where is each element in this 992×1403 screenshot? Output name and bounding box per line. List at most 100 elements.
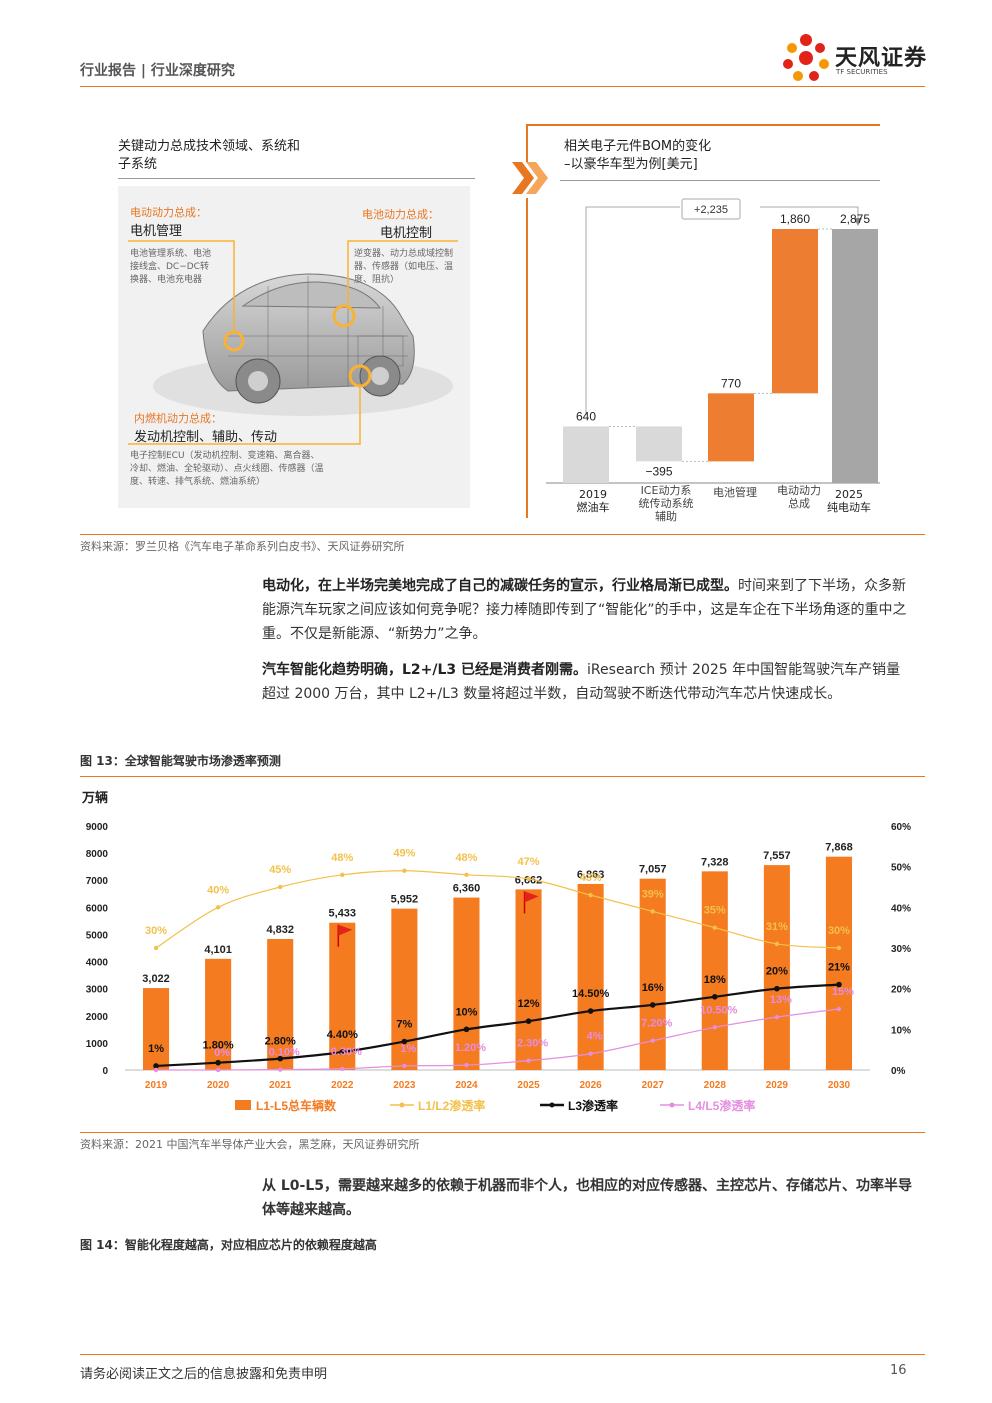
- line-point-0: [774, 941, 780, 947]
- bar-total-2026: [577, 883, 604, 1070]
- page-number: 16: [890, 1363, 907, 1378]
- line-point-2: [650, 1038, 655, 1043]
- line-value-label-1: 2.80%: [265, 1036, 296, 1048]
- x-tick-label: 2025: [517, 1080, 540, 1091]
- line-point-2: [402, 1063, 407, 1069]
- bar-value-label: 4,832: [266, 924, 294, 936]
- right-panel-divider: [560, 180, 880, 181]
- ev-powertrain-bold: 电机管理: [130, 224, 183, 239]
- legend-label-2: L4/L5渗透率: [688, 1098, 755, 1113]
- line-value-label-0: 31%: [766, 921, 788, 933]
- line-point-0: [650, 909, 655, 914]
- line-point-1: [401, 1038, 408, 1045]
- x-tick-label: 2024: [455, 1080, 478, 1091]
- legend-marker-0: [399, 1102, 405, 1108]
- x-tick-label: 2028: [704, 1080, 727, 1091]
- line-point-0: [215, 905, 221, 910]
- bom-bar-2: [708, 393, 754, 462]
- bom-bar-4: [832, 229, 878, 483]
- line-point-1: [711, 994, 718, 1000]
- brand-name: 天风证券: [835, 46, 928, 71]
- y2-tick-label: 40%: [891, 903, 911, 914]
- line-point-2: [278, 1067, 283, 1072]
- line-point-1: [649, 1002, 656, 1008]
- y-tick-label: 9000: [86, 822, 109, 833]
- car-wireframe-illustration: [128, 240, 458, 445]
- line-point-2: [712, 1025, 717, 1030]
- line-value-label-0: 47%: [518, 856, 540, 868]
- line-value-label-2: 0.10%: [269, 1047, 300, 1059]
- battery-powertrain-bold: 电机控制: [380, 226, 433, 241]
- y-unit-label: 万辆: [81, 790, 108, 805]
- line-value-label-0: 49%: [393, 848, 415, 860]
- bom-cat-ice-line3: 辅助: [655, 510, 677, 523]
- footer-divider: [80, 1354, 925, 1355]
- bar-value-label: 7,328: [701, 856, 729, 868]
- bar-value-label: 5,952: [391, 894, 419, 906]
- line-value-label-2: 10.50%: [700, 1004, 738, 1016]
- line-value-label-1: 1.80%: [203, 1040, 234, 1052]
- penetration-chart: 万辆 0 1000 2000 3000 4000 5000 6000 7000 8000 9000 0…: [81, 790, 911, 1113]
- ev-desc-line3: 换器、电池充电器: [130, 275, 203, 285]
- left-panel-divider: [118, 178, 475, 179]
- y2-tick-label: 30%: [891, 944, 911, 955]
- bom-cat-ice-line1: ICE动力系: [640, 484, 692, 497]
- brand-logo-icon: [783, 34, 829, 81]
- bar-total-2028: [701, 871, 728, 1070]
- line-value-label-1: 18%: [704, 974, 726, 986]
- line-point-0: [464, 872, 469, 877]
- x-tick-label: 2021: [269, 1080, 292, 1091]
- line-point-0: [526, 876, 531, 882]
- bar-value-label: 7,057: [639, 864, 667, 876]
- battery-desc-line1: 逆变器、动力总成域控制: [354, 249, 454, 259]
- line-point-1: [836, 981, 842, 988]
- line-value-label-2: 15%: [832, 986, 854, 998]
- ev-powertrain-label: 电动动力总成：: [130, 206, 207, 219]
- line-point-2: [526, 1058, 531, 1063]
- footer-disclaimer: 请务必阅读正文之后的信息披露和免责申明: [80, 1367, 328, 1382]
- bar-value-label: 6,863: [577, 869, 605, 881]
- line-point-2: [340, 1066, 345, 1071]
- y-tick-label: 6000: [86, 903, 109, 914]
- bar-value-label: 5,433: [329, 908, 357, 920]
- line-value-label-0: 43%: [580, 872, 602, 884]
- flag-marker-icon: [524, 891, 539, 903]
- y-tick-label: 4000: [86, 958, 109, 969]
- bom-cat-battery: 电池管理: [713, 486, 757, 499]
- x-tick-label: 2027: [642, 1080, 665, 1091]
- bar-value-label: 7,868: [825, 842, 853, 854]
- line-value-label-2: 4%: [587, 1031, 603, 1043]
- bom-cat-ev-line1: 电动动力: [777, 484, 821, 497]
- figure-13-top-divider: [80, 776, 925, 777]
- bom-waterfall-chart: +2,235 640 −395 770 1,860 2,875: [546, 198, 880, 484]
- source-1: 资料来源：罗兰贝格《汽车电子革命系列白皮书》、天风证券研究所: [80, 540, 405, 553]
- y-tick-label: 7000: [86, 876, 109, 887]
- right-panel-top-border: [528, 124, 880, 126]
- x-tick-label: 2030: [828, 1080, 851, 1091]
- y2-tick-label: 10%: [891, 1025, 911, 1036]
- line-point-1: [774, 985, 780, 992]
- line-point-2: [215, 1067, 221, 1073]
- bar-value-label: 7,557: [763, 850, 791, 862]
- figure-13-bottom-divider: [80, 1132, 925, 1133]
- bar-total-2025: [515, 889, 542, 1070]
- x-tick-label: 2026: [580, 1080, 603, 1091]
- line-value-label-1: 1%: [148, 1043, 164, 1055]
- line-value-label-0: 48%: [455, 852, 477, 864]
- line-point-1: [215, 1059, 221, 1066]
- bom-delta-box: [681, 198, 741, 220]
- bom-value-label-4: 2,875: [840, 212, 870, 226]
- bom-cat-2019-year: 2019: [579, 488, 607, 501]
- right-panel-left-border-bottom: [526, 198, 528, 518]
- y-tick-label: 3000: [86, 985, 109, 996]
- line-value-label-0: 30%: [828, 925, 850, 937]
- battery-desc-line2: 器、传感器（如电压、温: [354, 262, 454, 272]
- line-point-1: [339, 1049, 346, 1055]
- line-point-2: [588, 1051, 593, 1056]
- x-tick-label: 2019: [145, 1080, 168, 1091]
- line-value-label-1: 7%: [396, 1019, 412, 1031]
- line-value-label-2: 2.30%: [517, 1038, 548, 1050]
- line-value-label-1: 14.50%: [572, 988, 610, 1000]
- line-point-1: [153, 1063, 159, 1069]
- line-point-1: [587, 1008, 594, 1014]
